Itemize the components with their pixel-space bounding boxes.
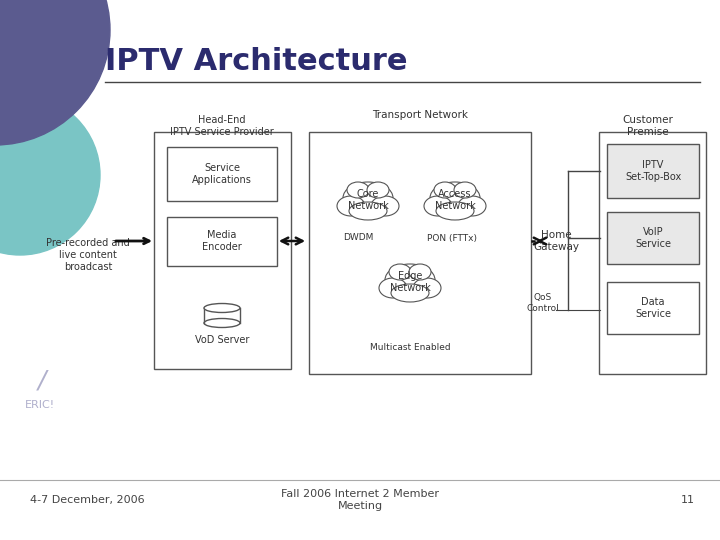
Text: /: /: [38, 368, 46, 392]
Ellipse shape: [391, 284, 429, 302]
Ellipse shape: [389, 264, 411, 280]
Text: IPTV Architecture: IPTV Architecture: [105, 48, 408, 77]
Ellipse shape: [424, 196, 452, 216]
Ellipse shape: [204, 319, 240, 327]
Text: Multicast Enabled: Multicast Enabled: [369, 342, 450, 352]
Text: Transport Network: Transport Network: [372, 110, 468, 120]
Ellipse shape: [337, 196, 365, 216]
Ellipse shape: [204, 303, 240, 313]
Ellipse shape: [434, 182, 456, 198]
Circle shape: [0, 0, 110, 145]
Ellipse shape: [385, 264, 435, 296]
Text: Core
Network: Core Network: [348, 189, 388, 211]
FancyBboxPatch shape: [607, 212, 699, 264]
FancyBboxPatch shape: [154, 132, 291, 369]
Ellipse shape: [371, 196, 399, 216]
FancyBboxPatch shape: [167, 217, 277, 266]
Text: Customer
Premise: Customer Premise: [623, 115, 673, 137]
Text: VoD Server: VoD Server: [195, 335, 249, 345]
Ellipse shape: [458, 196, 486, 216]
FancyBboxPatch shape: [167, 147, 277, 201]
Text: ERIC!: ERIC!: [25, 400, 55, 410]
Text: VoIP
Service: VoIP Service: [635, 227, 671, 249]
Ellipse shape: [413, 278, 441, 298]
Text: Head-End
IPTV Service Provider: Head-End IPTV Service Provider: [170, 115, 274, 137]
Ellipse shape: [349, 202, 387, 220]
FancyBboxPatch shape: [599, 132, 706, 374]
Text: Fall 2006 Internet 2 Member
Meeting: Fall 2006 Internet 2 Member Meeting: [281, 489, 439, 511]
Ellipse shape: [409, 264, 431, 280]
Text: QoS
Control: QoS Control: [526, 293, 559, 313]
FancyBboxPatch shape: [607, 144, 699, 198]
Text: Data
Service: Data Service: [635, 297, 671, 319]
Ellipse shape: [379, 278, 407, 298]
Text: Access
Network: Access Network: [435, 189, 475, 211]
Ellipse shape: [343, 182, 393, 214]
Text: 4-7 December, 2006: 4-7 December, 2006: [30, 495, 145, 505]
Text: Edge
Network: Edge Network: [390, 271, 431, 293]
Ellipse shape: [367, 182, 389, 198]
Text: DWDM: DWDM: [343, 233, 373, 242]
Text: Service
Applications: Service Applications: [192, 163, 252, 185]
Ellipse shape: [436, 202, 474, 220]
Text: 11: 11: [681, 495, 695, 505]
Ellipse shape: [454, 182, 476, 198]
Text: Media
Encoder: Media Encoder: [202, 230, 242, 252]
Text: Home
Gateway: Home Gateway: [533, 230, 579, 252]
Ellipse shape: [430, 182, 480, 214]
Text: Pre-recorded and
live content
broadcast: Pre-recorded and live content broadcast: [46, 238, 130, 272]
FancyBboxPatch shape: [309, 132, 531, 374]
Circle shape: [0, 95, 100, 255]
Ellipse shape: [347, 182, 369, 198]
Text: PON (FTTx): PON (FTTx): [427, 233, 477, 242]
Text: IPTV
Set-Top-Box: IPTV Set-Top-Box: [625, 160, 681, 182]
FancyBboxPatch shape: [607, 282, 699, 334]
